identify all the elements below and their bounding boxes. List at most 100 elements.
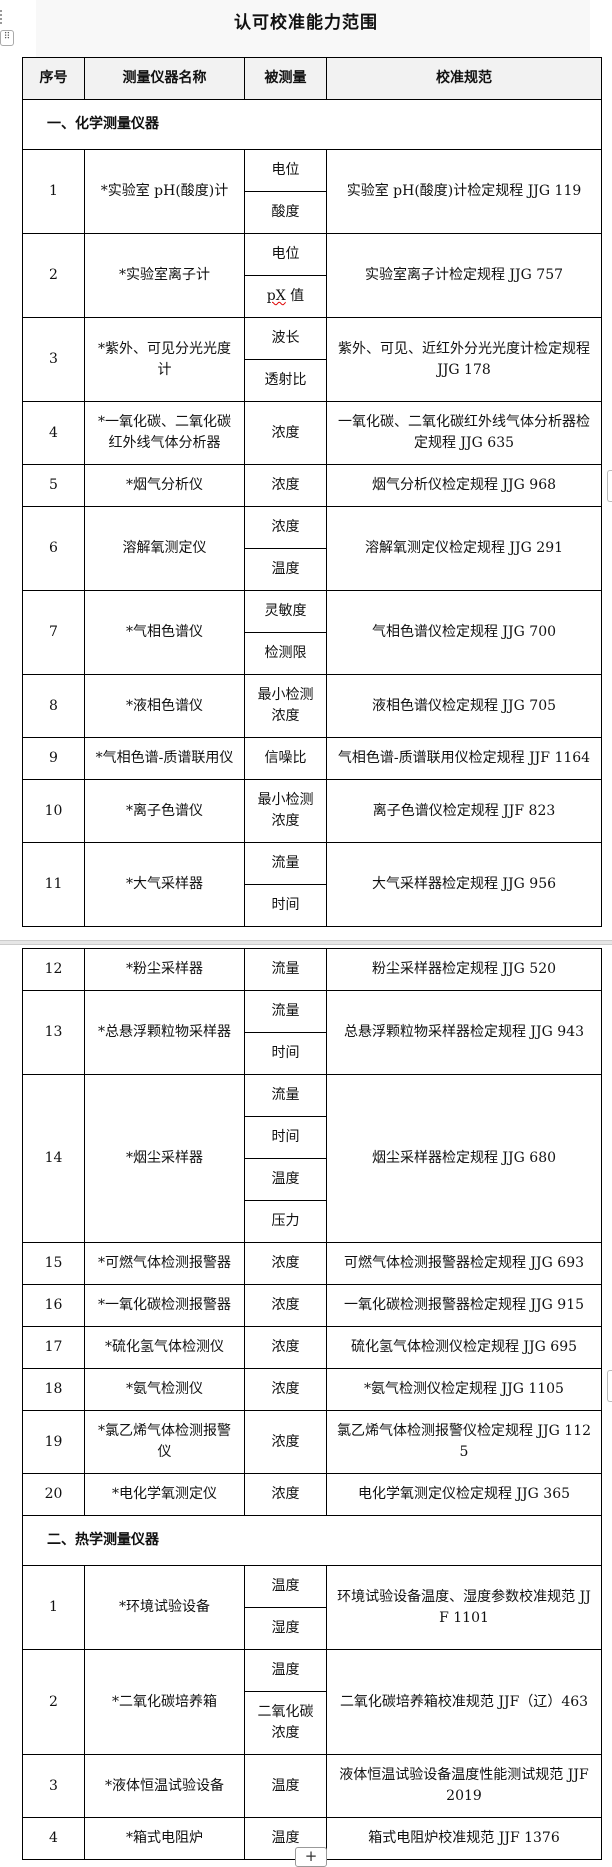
- table-row: 2 *二氧化碳培养箱 温度 二氧化碳培养箱校准规范 JJF（辽）463: [22, 1649, 602, 1755]
- measurand: 浓度: [244, 1473, 327, 1516]
- calibration-spec: 环境试验设备温度、湿度参数校准规范 JJF 1101: [326, 1565, 602, 1650]
- calibration-spec: 一氧化碳检测报警器检定规程 JJG 915: [326, 1284, 602, 1327]
- table-row: 温度: [23, 548, 602, 591]
- measurand: 温度: [244, 1565, 327, 1608]
- instrument-name: *气相色谱-质谱联用仪: [84, 737, 245, 780]
- measurand: 电位: [244, 233, 327, 276]
- calibration-table-page-1: 序号 测量仪器名称 被测量 校准规范 一、化学测量仪器 1 *实验室 pH(酸度)计 电位 实验…: [22, 57, 602, 927]
- measurand: 信噪比: [244, 737, 327, 780]
- table-row: 检测限: [23, 632, 602, 675]
- drag-dots-icon[interactable]: [0, 10, 6, 24]
- calibration-spec: 紫外、可见、近红外分光光度计检定规程 JJG 178: [326, 317, 602, 402]
- calibration-spec: 溶解氧测定仪检定规程 JJG 291: [326, 506, 602, 591]
- item-number: 4: [22, 1817, 85, 1860]
- instrument-name: *粉尘采样器: [84, 948, 245, 991]
- table-row: 12 *粉尘采样器 流量 粉尘采样器检定规程 JJG 520: [22, 948, 602, 991]
- item-number: 9: [22, 737, 85, 780]
- table-row: 时间: [23, 1032, 602, 1075]
- table-row: 时间: [23, 1116, 602, 1159]
- item-number: 6: [22, 506, 85, 591]
- measurand: 浓度: [244, 1410, 327, 1474]
- table-row: 14 *烟尘采样器 流量 烟尘采样器检定规程 JJG 680: [22, 1074, 602, 1243]
- section-row: 二、热学测量仪器: [22, 1515, 602, 1566]
- header-no: 序号: [22, 57, 85, 100]
- table-header-row: 序号 测量仪器名称 被测量 校准规范: [22, 57, 602, 100]
- measurand: pX 值: [244, 275, 327, 318]
- item-number: 4: [22, 401, 85, 465]
- calibration-spec: 硫化氢气体检测仪检定规程 JJG 695: [326, 1326, 602, 1369]
- measurand: 浓度: [244, 1242, 327, 1285]
- header-measurand: 被测量: [244, 57, 327, 100]
- calibration-spec: 烟尘采样器检定规程 JJG 680: [326, 1074, 602, 1243]
- table-drag-handle[interactable]: ⠿: [0, 30, 14, 46]
- table-row: 4 *一氧化碳、二氧化碳红外线气体分析器 浓度 一氧化碳、二氧化碳红外线气体分析器检定…: [22, 401, 602, 465]
- instrument-name: *离子色谱仪: [84, 779, 245, 843]
- instrument-name: *硫化氢气体检测仪: [84, 1326, 245, 1369]
- calibration-spec: 大气采样器检定规程 JJG 956: [326, 842, 602, 927]
- instrument-name: *实验室 pH(酸度)计: [84, 149, 245, 234]
- table-row: 20 *电化学氧测定仪 浓度 电化学氧测定仪检定规程 JJG 365: [22, 1473, 602, 1516]
- instrument-name: *总悬浮颗粒物采样器: [84, 990, 245, 1075]
- calibration-spec: 电化学氧测定仪检定规程 JJG 365: [326, 1473, 602, 1516]
- measurand: 温度: [244, 548, 327, 591]
- item-number: 1: [22, 1565, 85, 1650]
- measurand: 浓度: [244, 1368, 327, 1411]
- measurand: 透射比: [244, 359, 327, 402]
- table-row: 8 *液相色谱仪 最小检测浓度 液相色谱仪检定规程 JJG 705: [22, 674, 602, 738]
- table-row: 13 *总悬浮颗粒物采样器 流量 总悬浮颗粒物采样器检定规程 JJG 943: [22, 990, 602, 1075]
- item-number: 2: [22, 233, 85, 318]
- item-number: 2: [22, 1649, 85, 1755]
- instrument-name: *大气采样器: [84, 842, 245, 927]
- calibration-spec: 实验室 pH(酸度)计检定规程 JJG 119: [326, 149, 602, 234]
- table-row: 1 *环境试验设备 温度 环境试验设备温度、湿度参数校准规范 JJF 1101: [22, 1565, 602, 1650]
- table-row: 7 *气相色谱仪 灵敏度 气相色谱仪检定规程 JJG 700: [22, 590, 602, 675]
- table-row: 1 *实验室 pH(酸度)计 电位 实验室 pH(酸度)计检定规程 JJG 119: [22, 149, 602, 234]
- measurand: 浓度: [244, 506, 327, 549]
- instrument-name: *氯乙烯气体检测报警仪: [84, 1410, 245, 1474]
- table-row: 湿度: [23, 1607, 602, 1650]
- table-row: 9 *气相色谱-质谱联用仪 信噪比 气相色谱-质谱联用仪检定规程 JJF 1164: [22, 737, 602, 780]
- side-scroll-marker[interactable]: [607, 1370, 612, 1402]
- item-number: 1: [22, 149, 85, 234]
- table-row: 3 *液体恒温试验设备 温度 液体恒温试验设备温度性能测试规范 JJF 2019: [22, 1754, 602, 1818]
- instrument-name: *一氧化碳检测报警器: [84, 1284, 245, 1327]
- table-row: 15 *可燃气体检测报警器 浓度 可燃气体检测报警器检定规程 JJG 693: [22, 1242, 602, 1285]
- table-row: 酸度: [23, 191, 602, 234]
- item-number: 12: [22, 948, 85, 991]
- table-row: 17 *硫化氢气体检测仪 浓度 硫化氢气体检测仪检定规程 JJG 695: [22, 1326, 602, 1369]
- calibration-spec: 总悬浮颗粒物采样器检定规程 JJG 943: [326, 990, 602, 1075]
- calibration-spec: 粉尘采样器检定规程 JJG 520: [326, 948, 602, 991]
- instrument-name: 溶解氧测定仪: [84, 506, 245, 591]
- table-row: 时间: [23, 884, 602, 927]
- spellcheck-underline: pX: [266, 288, 286, 304]
- measurand: 流量: [244, 990, 327, 1033]
- calibration-spec: 气相色谱仪检定规程 JJG 700: [326, 590, 602, 675]
- measurand: 时间: [244, 1032, 327, 1075]
- instrument-name: *气相色谱仪: [84, 590, 245, 675]
- measurand: 流量: [244, 948, 327, 991]
- item-number: 8: [22, 674, 85, 738]
- measurand: 浓度: [244, 464, 327, 507]
- add-row-button[interactable]: +: [295, 1847, 327, 1867]
- measurand: 湿度: [244, 1607, 327, 1650]
- measurand: 电位: [244, 149, 327, 192]
- table-row: 16 *一氧化碳检测报警器 浓度 一氧化碳检测报警器检定规程 JJG 915: [22, 1284, 602, 1327]
- side-scroll-marker[interactable]: [607, 470, 612, 502]
- instrument-name: *烟气分析仪: [84, 464, 245, 507]
- item-number: 14: [22, 1074, 85, 1243]
- instrument-name: *液相色谱仪: [84, 674, 245, 738]
- table-row: 18 *氨气检测仪 浓度 *氨气检测仪检定规程 JJG 1105: [22, 1368, 602, 1411]
- calibration-spec: 二氧化碳培养箱校准规范 JJF（辽）463: [326, 1649, 602, 1755]
- page-title: 认可校准能力范围: [234, 13, 378, 33]
- table-row: 19 *氯乙烯气体检测报警仪 浓度 氯乙烯气体检测报警仪检定规程 JJG 1125: [22, 1410, 602, 1474]
- instrument-name: *烟尘采样器: [84, 1074, 245, 1243]
- measurand: 温度: [244, 1649, 327, 1692]
- item-number: 17: [22, 1326, 85, 1369]
- item-number: 19: [22, 1410, 85, 1474]
- table-row: 透射比: [23, 359, 602, 402]
- calibration-spec: 液相色谱仪检定规程 JJG 705: [326, 674, 602, 738]
- calibration-spec: 液体恒温试验设备温度性能测试规范 JJF 2019: [326, 1754, 602, 1818]
- measurand: 时间: [244, 1116, 327, 1159]
- calibration-spec: 箱式电阻炉校准规范 JJF 1376: [326, 1817, 602, 1860]
- table-row: 压力: [23, 1200, 602, 1243]
